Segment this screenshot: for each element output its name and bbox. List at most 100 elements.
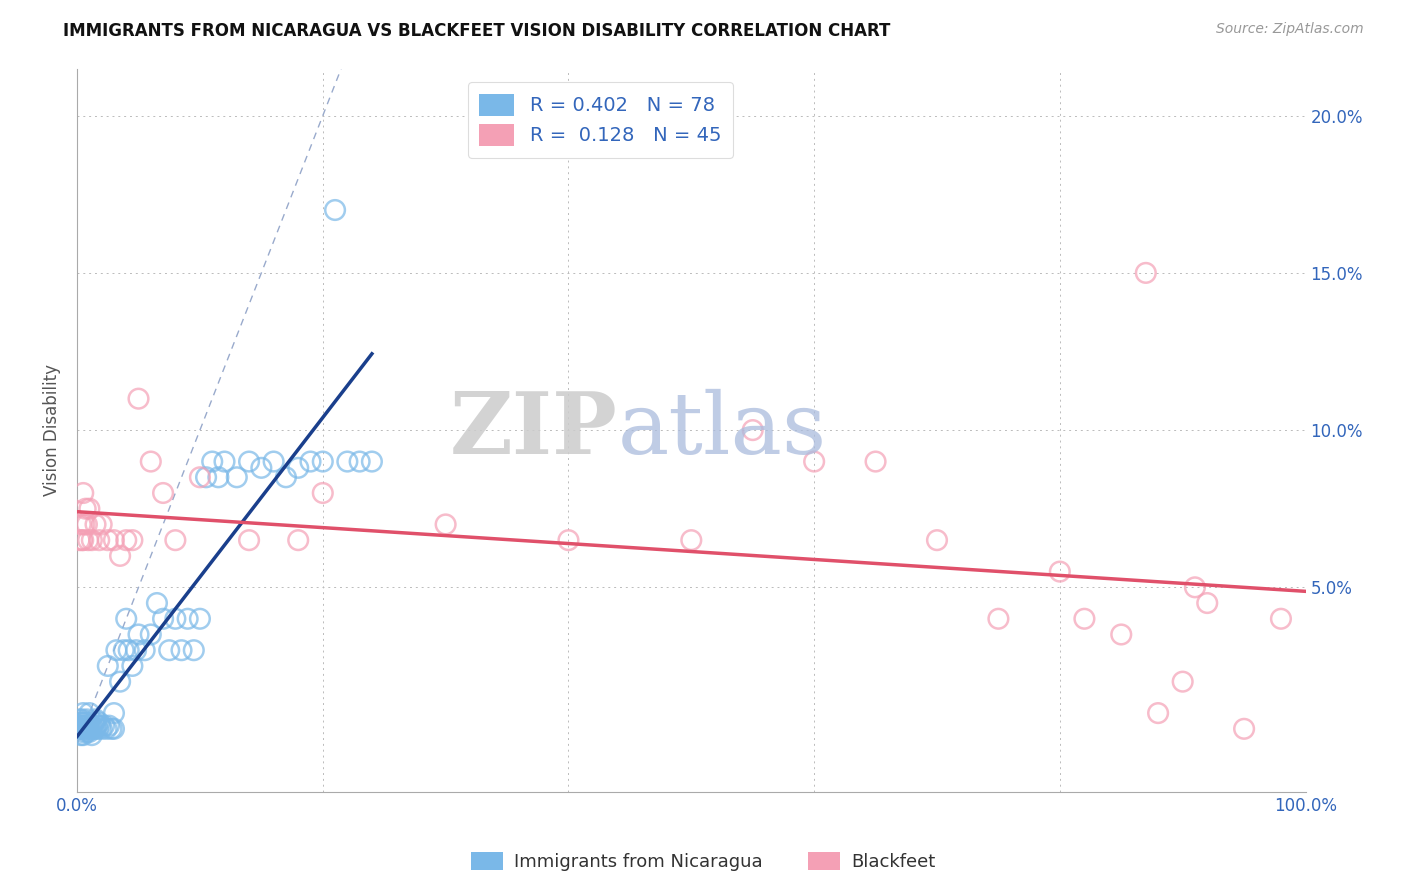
Point xyxy=(434,517,457,532)
Point xyxy=(152,612,174,626)
Point xyxy=(84,517,107,532)
Point xyxy=(803,454,825,468)
Point xyxy=(69,722,91,736)
Point xyxy=(76,725,98,739)
Point xyxy=(349,454,371,468)
Point xyxy=(312,486,335,500)
Point xyxy=(157,643,180,657)
Point xyxy=(336,454,359,468)
Text: atlas: atlas xyxy=(617,389,827,472)
Point xyxy=(103,722,125,736)
Point xyxy=(79,719,101,733)
Point xyxy=(89,715,111,730)
Point xyxy=(77,715,100,730)
Point xyxy=(89,533,111,548)
Point xyxy=(72,728,94,742)
Point xyxy=(84,722,107,736)
Point xyxy=(73,517,96,532)
Point xyxy=(98,719,121,733)
Point xyxy=(1171,674,1194,689)
Point xyxy=(1135,266,1157,280)
Point xyxy=(70,712,93,726)
Point xyxy=(96,722,118,736)
Point xyxy=(165,612,187,626)
Point xyxy=(681,533,703,548)
Point xyxy=(90,517,112,532)
Point xyxy=(89,719,111,733)
Point xyxy=(69,715,91,730)
Point xyxy=(70,725,93,739)
Point xyxy=(125,643,148,657)
Point xyxy=(121,533,143,548)
Point xyxy=(73,722,96,736)
Point xyxy=(87,722,110,736)
Point xyxy=(128,627,150,641)
Point xyxy=(75,501,97,516)
Point xyxy=(97,533,120,548)
Point xyxy=(90,722,112,736)
Point xyxy=(103,533,125,548)
Point xyxy=(152,486,174,500)
Point xyxy=(1109,627,1132,641)
Point xyxy=(77,722,100,736)
Legend: R = 0.402   N = 78, R =  0.128   N = 45: R = 0.402 N = 78, R = 0.128 N = 45 xyxy=(468,82,733,158)
Point xyxy=(214,454,236,468)
Point xyxy=(312,454,335,468)
Point xyxy=(75,722,97,736)
Point xyxy=(69,728,91,742)
Point xyxy=(80,719,103,733)
Point xyxy=(73,715,96,730)
Point xyxy=(238,454,260,468)
Point xyxy=(86,719,108,733)
Point xyxy=(323,202,346,217)
Point xyxy=(115,533,138,548)
Point xyxy=(195,470,218,484)
Point xyxy=(987,612,1010,626)
Point xyxy=(128,392,150,406)
Point xyxy=(84,712,107,726)
Point xyxy=(80,728,103,742)
Point xyxy=(72,719,94,733)
Point xyxy=(263,454,285,468)
Y-axis label: Vision Disability: Vision Disability xyxy=(44,364,60,496)
Point xyxy=(287,533,309,548)
Point xyxy=(925,533,948,548)
Point xyxy=(75,719,97,733)
Point xyxy=(201,454,224,468)
Point xyxy=(1197,596,1219,610)
Point xyxy=(69,533,91,548)
Point xyxy=(1270,612,1292,626)
Text: Source: ZipAtlas.com: Source: ZipAtlas.com xyxy=(1216,22,1364,37)
Point xyxy=(287,460,309,475)
Point xyxy=(76,517,98,532)
Point xyxy=(250,460,273,475)
Point xyxy=(76,712,98,726)
Point xyxy=(238,533,260,548)
Point xyxy=(72,715,94,730)
Point xyxy=(79,725,101,739)
Point xyxy=(83,715,105,730)
Point xyxy=(108,674,131,689)
Point xyxy=(207,470,229,484)
Point xyxy=(183,643,205,657)
Point xyxy=(865,454,887,468)
Point xyxy=(72,722,94,736)
Point xyxy=(118,643,141,657)
Point xyxy=(69,517,91,532)
Point xyxy=(1073,612,1095,626)
Point xyxy=(115,612,138,626)
Point xyxy=(299,454,322,468)
Text: IMMIGRANTS FROM NICARAGUA VS BLACKFEET VISION DISABILITY CORRELATION CHART: IMMIGRANTS FROM NICARAGUA VS BLACKFEET V… xyxy=(63,22,890,40)
Point xyxy=(72,706,94,720)
Point xyxy=(82,722,104,736)
Point xyxy=(80,533,103,548)
Point xyxy=(1147,706,1170,720)
Point xyxy=(1233,722,1256,736)
Point xyxy=(188,612,211,626)
Point xyxy=(77,533,100,548)
Point xyxy=(134,643,156,657)
Point xyxy=(146,596,169,610)
Point xyxy=(1184,580,1206,594)
Point xyxy=(97,659,120,673)
Point xyxy=(188,470,211,484)
